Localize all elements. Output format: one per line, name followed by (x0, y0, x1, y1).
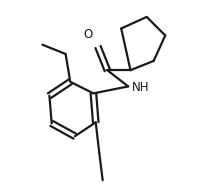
Text: O: O (83, 28, 92, 41)
Text: NH: NH (132, 81, 150, 94)
